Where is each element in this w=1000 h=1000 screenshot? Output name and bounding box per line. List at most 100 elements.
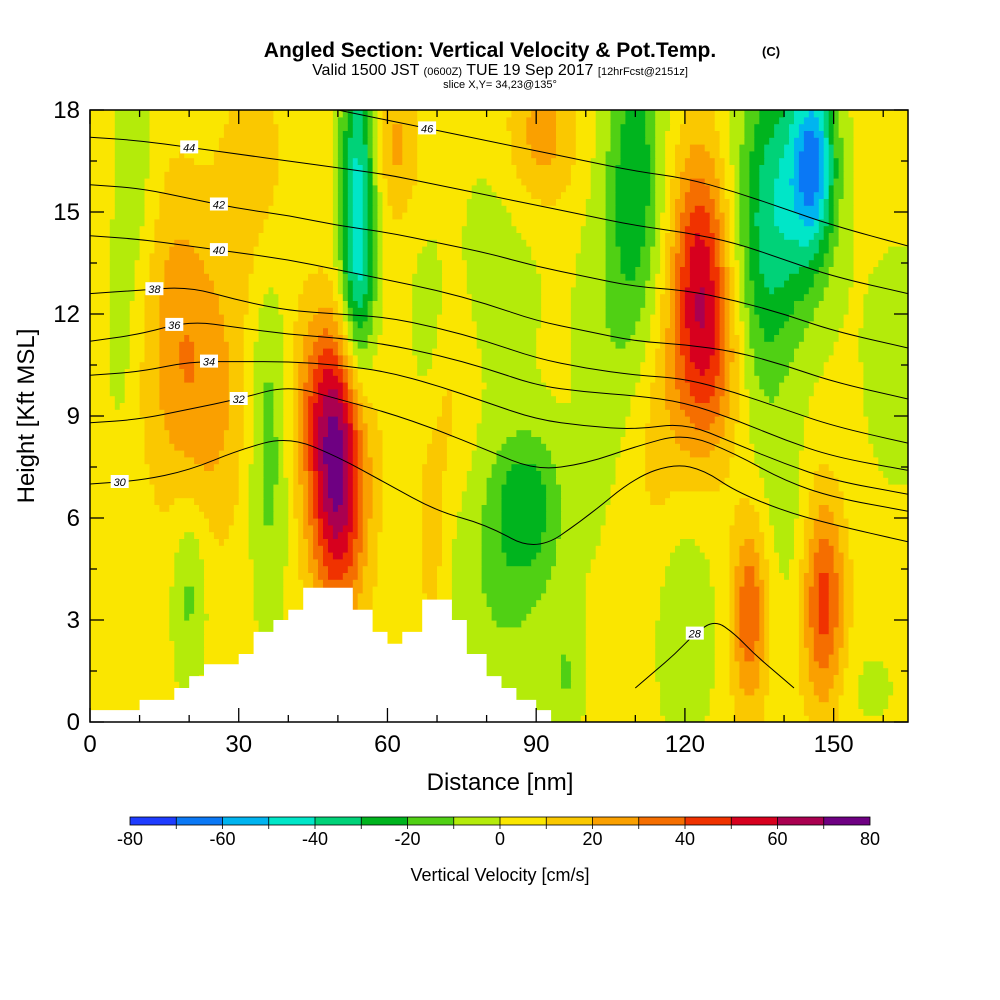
velocity-cell <box>684 157 716 165</box>
velocity-cell <box>551 450 622 458</box>
velocity-cell <box>541 286 572 295</box>
velocity-cell <box>144 436 170 444</box>
velocity-cell <box>744 538 755 546</box>
velocity-cell <box>729 232 736 240</box>
velocity-cell <box>556 123 577 131</box>
velocity-cell <box>843 565 855 573</box>
velocity-cell <box>660 334 666 342</box>
velocity-cell <box>298 477 309 485</box>
velocity-cell <box>352 450 359 458</box>
velocity-cell <box>843 504 908 512</box>
velocity-cell <box>556 470 617 478</box>
subtitle-date: TUE 19 Sep 2017 <box>466 62 593 79</box>
velocity-cell <box>362 545 369 553</box>
velocity-cell <box>144 341 160 349</box>
velocity-cell <box>675 307 681 315</box>
velocity-cell <box>570 382 636 390</box>
velocity-cell <box>680 280 691 288</box>
velocity-cell <box>501 443 547 451</box>
velocity-cell <box>382 463 423 471</box>
velocity-cell <box>451 402 483 410</box>
velocity-cell <box>833 157 840 165</box>
velocity-cell <box>843 178 855 186</box>
velocity-cell <box>803 218 815 227</box>
velocity-cell <box>377 565 423 573</box>
velocity-cell <box>342 443 349 451</box>
velocity-cell <box>739 599 760 607</box>
velocity-cell <box>357 450 364 458</box>
velocity-cell <box>575 259 607 267</box>
velocity-cell <box>858 681 894 689</box>
velocity-cell <box>729 640 736 648</box>
velocity-cell <box>308 443 314 451</box>
velocity-cell <box>90 246 111 254</box>
velocity-cell <box>412 273 443 281</box>
velocity-cell <box>159 320 225 329</box>
velocity-cell <box>734 300 741 308</box>
velocity-cell <box>655 660 716 669</box>
velocity-cell <box>675 144 691 152</box>
velocity-cell <box>293 409 299 417</box>
velocity-cell <box>347 246 354 254</box>
velocity-cell <box>471 463 493 471</box>
velocity-cell <box>853 184 908 193</box>
velocity-cell <box>273 409 284 417</box>
velocity-cell <box>719 178 726 186</box>
velocity-cell <box>813 524 840 533</box>
velocity-cell <box>347 110 354 118</box>
velocity-cell <box>174 647 205 655</box>
velocity-cell <box>808 511 820 519</box>
velocity-cell <box>337 116 349 125</box>
velocity-cell <box>144 354 160 363</box>
velocity-cell <box>328 490 344 499</box>
velocity-cell <box>541 470 557 478</box>
colorbar-tick-label: -60 <box>209 829 235 849</box>
contour-label-bg <box>200 354 218 368</box>
velocity-cell <box>843 150 855 159</box>
velocity-cell <box>298 300 339 308</box>
velocity-cell <box>828 660 840 669</box>
velocity-cell <box>803 144 820 152</box>
velocity-cell <box>734 511 760 519</box>
velocity-cell <box>332 307 339 315</box>
velocity-cell <box>164 171 279 179</box>
velocity-cell <box>729 280 736 288</box>
velocity-cell <box>610 497 651 505</box>
velocity-cell <box>813 477 840 485</box>
velocity-cell <box>342 497 349 505</box>
velocity-cell <box>298 538 309 546</box>
velocity-cell <box>288 524 299 533</box>
velocity-cell <box>90 538 180 546</box>
velocity-cell <box>724 232 731 240</box>
velocity-cell <box>635 327 651 335</box>
velocity-cell <box>372 490 384 499</box>
velocity-cell <box>90 314 111 322</box>
velocity-cell <box>362 116 369 125</box>
colorbar-swatch <box>361 817 408 825</box>
velocity-cell <box>729 674 740 682</box>
velocity-cell <box>263 477 279 485</box>
velocity-cell <box>352 280 369 288</box>
velocity-cell <box>823 252 835 261</box>
velocity-cell <box>352 212 364 220</box>
velocity-cell <box>798 470 815 478</box>
velocity-cell <box>655 293 661 301</box>
velocity-cell <box>417 130 512 138</box>
velocity-cell <box>734 184 741 193</box>
velocity-cell <box>243 409 255 417</box>
velocity-cell <box>808 395 864 403</box>
velocity-cell <box>323 470 329 478</box>
velocity-cell <box>308 518 319 526</box>
velocity-cell <box>813 130 825 138</box>
velocity-cell <box>803 694 820 703</box>
velocity-cell <box>630 402 651 410</box>
velocity-cell <box>422 470 443 478</box>
velocity-cell <box>422 497 443 505</box>
colorbar-tick-label: -80 <box>117 829 143 849</box>
velocity-cell <box>709 273 721 281</box>
velocity-cell <box>432 354 483 363</box>
velocity-cell <box>263 443 279 451</box>
velocity-cell <box>263 218 334 227</box>
velocity-cell <box>823 184 830 193</box>
velocity-cell <box>288 518 299 526</box>
